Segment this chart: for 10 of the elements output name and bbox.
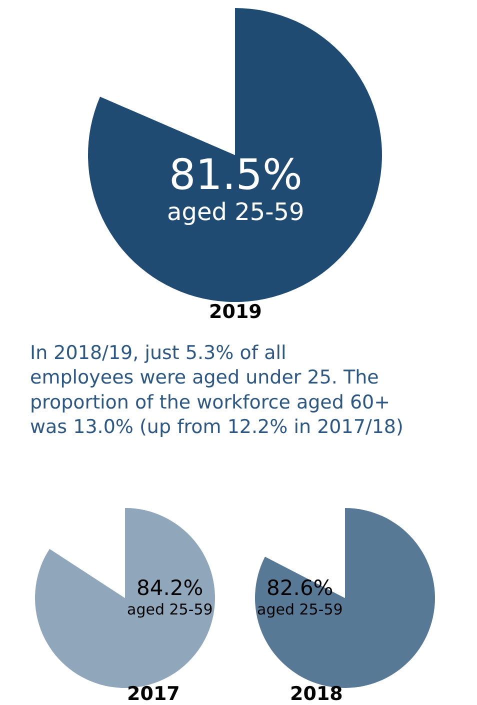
- text: In 2018/19, just 5.3% of all employees were aged under 25. The proportion of the workforce aged 60+ was 13.0% (up from 12.2% in 2017/18): [30, 342, 404, 438]
- text: 2017: [127, 683, 180, 705]
- data-label: 81.5%: [168, 150, 302, 199]
- text: 2018: [290, 683, 343, 705]
- slice-label: aged 25-59: [257, 600, 343, 618]
- data-label: 82.6%: [266, 576, 334, 600]
- slice-label: aged 25-59: [127, 600, 213, 618]
- slice-label: aged 25-59: [167, 198, 304, 226]
- data-label: 84.2%: [136, 576, 204, 600]
- text: 2019: [209, 301, 262, 323]
